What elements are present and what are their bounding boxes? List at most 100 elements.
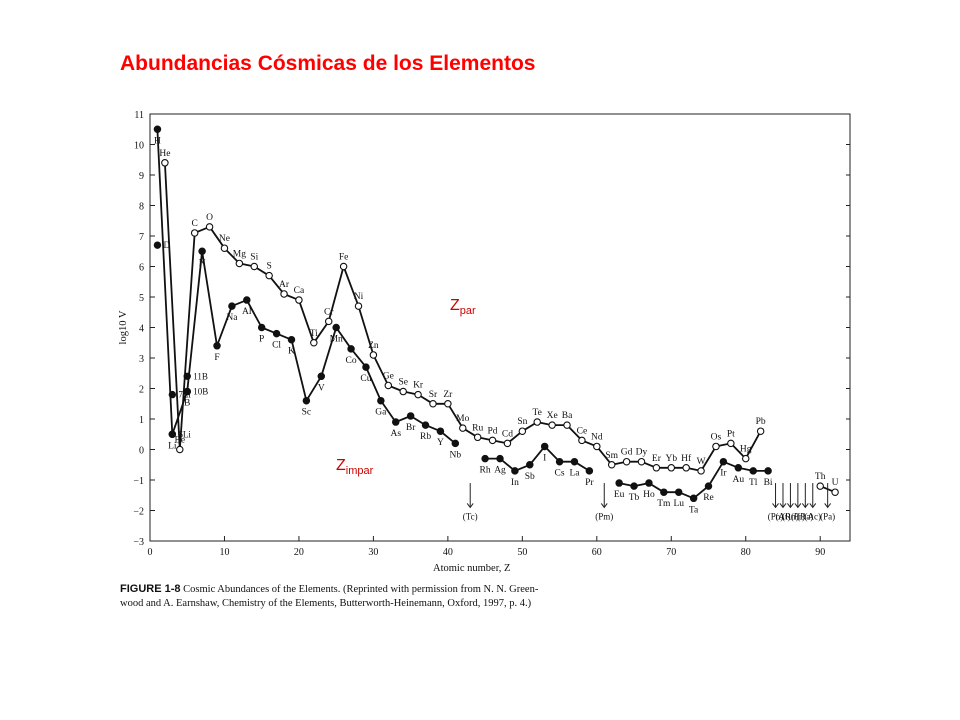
element-label: Ag: [494, 466, 506, 476]
even-point: [622, 457, 631, 466]
even-point: [473, 433, 482, 442]
isotope-point: [183, 372, 191, 380]
element-label: Ga: [375, 408, 387, 418]
element-label: Rh: [480, 466, 491, 476]
y-tick-label: 11: [134, 110, 144, 121]
element-label: He: [159, 149, 170, 159]
element-label: Ne: [219, 234, 230, 244]
element-label: In: [511, 478, 519, 488]
odd-point: [555, 457, 564, 466]
element-label: Ho: [643, 490, 655, 500]
odd-point: [719, 457, 728, 466]
missing-element-label: (Rn): [782, 511, 799, 521]
odd-point: [540, 442, 549, 451]
x-tick-label: 30: [368, 547, 378, 558]
missing-element-label: (Ac): [805, 511, 822, 521]
odd-point: [526, 460, 534, 469]
element-label: Mg: [233, 249, 246, 259]
odd-point: [406, 412, 415, 420]
y-tick-label: 5: [139, 293, 144, 304]
x-tick-label: 40: [443, 547, 453, 558]
even-point: [682, 464, 690, 472]
element-label: Ta: [689, 505, 699, 515]
element-label: Tm: [657, 499, 671, 509]
element-label: Ge: [383, 371, 394, 381]
element-label: U: [832, 478, 839, 488]
odd-point: [436, 427, 445, 435]
x-tick-label: 60: [592, 547, 602, 558]
even-point: [324, 317, 333, 326]
odd-point: [228, 302, 236, 310]
odd-point: [749, 467, 757, 475]
even-point: [339, 262, 348, 271]
even-point: [712, 442, 720, 451]
element-label: Ca: [294, 286, 305, 296]
odd-point: [243, 296, 251, 304]
element-label: Sn: [517, 417, 527, 427]
element-label: Zn: [368, 341, 379, 351]
y-tick-label: −1: [133, 476, 144, 487]
element-label: Er: [652, 454, 662, 464]
element-label: Se: [398, 378, 408, 388]
element-label: Ru: [472, 423, 483, 433]
element-label: Zr: [443, 390, 453, 400]
isotope-point: [168, 430, 177, 438]
missing-arrow-head: [787, 503, 794, 509]
y-tick-label: 1: [139, 415, 144, 426]
y-axis-label: log10 V: [118, 310, 129, 344]
missing-element-label: (Ra): [797, 511, 813, 521]
figure-caption-label: FIGURE 1-8: [120, 583, 181, 595]
odd-point: [630, 482, 638, 490]
x-tick-label: 80: [741, 547, 751, 558]
element-label: K: [288, 347, 295, 357]
element-label: N: [199, 258, 206, 268]
element-label: Hf: [681, 453, 692, 464]
even-point: [161, 159, 169, 167]
element-label: Au: [732, 475, 744, 485]
element-label: Gd: [621, 448, 633, 458]
element-label: Si: [250, 253, 258, 263]
figure-caption-text-1: Cosmic Abundances of the Elements. (Repr…: [183, 584, 539, 595]
element-label: Ti: [310, 329, 318, 339]
element-label: Sr: [429, 390, 438, 400]
element-label: B: [184, 399, 190, 409]
element-label: I: [543, 453, 546, 463]
element-label: Y: [437, 438, 444, 448]
element-label: Al: [242, 307, 252, 317]
element-label: Sb: [525, 472, 535, 482]
element-label: W: [697, 457, 706, 467]
data-points: [153, 125, 839, 503]
element-label: Pt: [727, 429, 735, 439]
element-label: Ir: [720, 469, 727, 479]
y-tick-label: 6: [139, 263, 144, 274]
missing-element-label: (Po): [768, 511, 784, 521]
figure-caption-text-2: wood and A. Earnshaw, Chemistry of the E…: [120, 598, 532, 609]
missing-arrow-head: [466, 503, 474, 509]
element-label: Te: [533, 408, 542, 418]
even-point: [816, 482, 824, 490]
odd-point: [213, 342, 221, 350]
element-label: Cr: [324, 307, 334, 317]
element-label: Ni: [354, 292, 364, 302]
even-point: [384, 381, 393, 390]
even-point: [578, 436, 586, 445]
y-tick-label: 0: [139, 446, 144, 457]
plot-frame: [149, 113, 851, 542]
even-point: [488, 436, 497, 445]
figure-caption-line-1: FIGURE 1-8 Cosmic Abundances of the Elem…: [120, 583, 538, 595]
odd-point: [377, 396, 385, 405]
even-point: [190, 229, 199, 237]
element-label: H: [154, 136, 161, 146]
odd-point: [660, 488, 668, 496]
even-point: [265, 271, 273, 280]
x-tick-label: 10: [219, 547, 229, 558]
odd-point: [764, 467, 772, 475]
even-point: [414, 390, 422, 399]
odd-point: [391, 418, 400, 426]
element-label: Kr: [413, 381, 424, 391]
even-point: [399, 387, 407, 396]
even-point: [593, 442, 601, 451]
even-point: [518, 427, 527, 435]
x-axis-label: Atomic number, Z: [433, 563, 510, 574]
missing-element-label: (Pa): [820, 511, 835, 521]
